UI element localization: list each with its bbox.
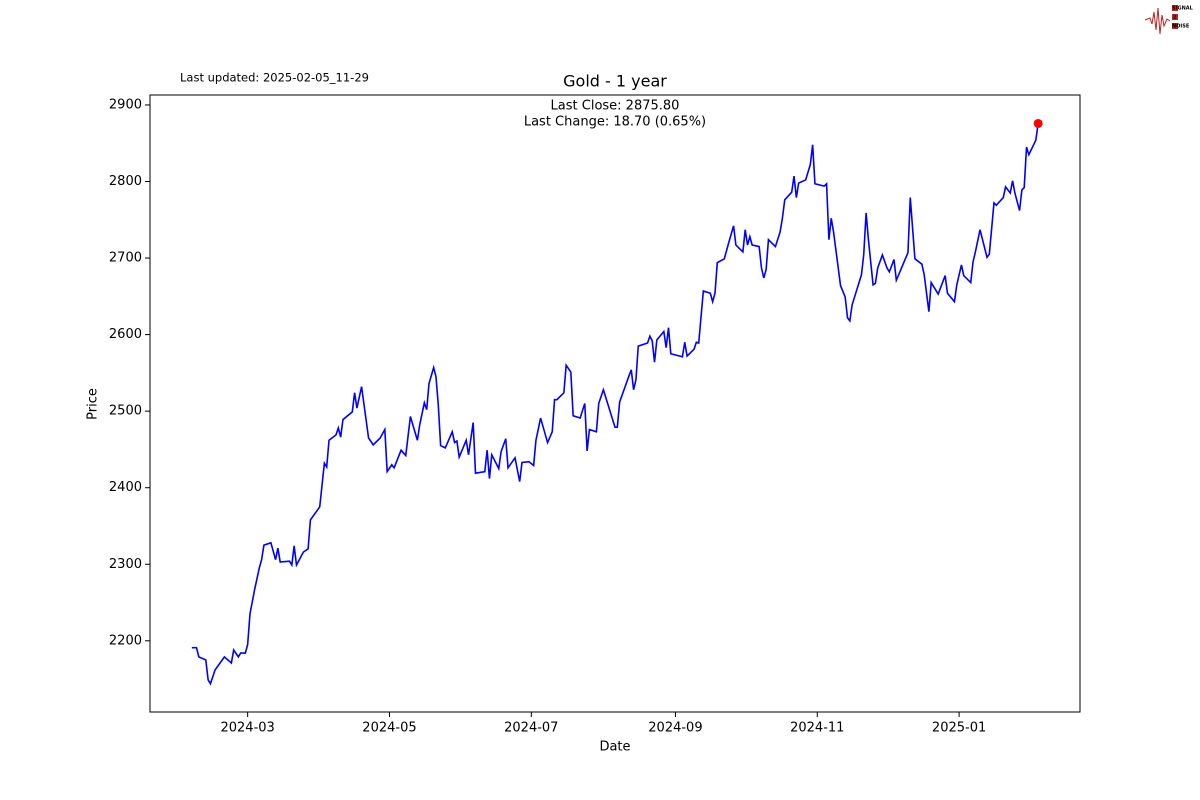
logo-box xyxy=(1172,5,1178,11)
x-tick-label: 2024-05 xyxy=(362,721,416,736)
y-tick-label: 2500 xyxy=(109,404,142,419)
y-tick-label: 2400 xyxy=(109,480,142,495)
logo-text: NOISE xyxy=(1172,24,1190,30)
y-tick-label: 2600 xyxy=(109,327,142,342)
plot-frame xyxy=(149,94,1081,713)
y-tick-label: 2800 xyxy=(109,174,142,189)
annotation: Last Close: 2875.80 xyxy=(551,99,680,114)
logo-box xyxy=(1172,23,1178,29)
y-tick-label: 2200 xyxy=(109,633,142,648)
x-tick-label: 2024-03 xyxy=(220,721,274,736)
x-tick-label: 2024-11 xyxy=(790,721,844,736)
x-tick-label: 2024-07 xyxy=(504,721,558,736)
last-updated: Last updated: 2025-02-05_11-29 xyxy=(180,71,369,85)
y-tick-label: 2300 xyxy=(109,557,142,572)
x-tick-label: 2025-01 xyxy=(932,721,986,736)
y-tick-label: 2700 xyxy=(109,251,142,266)
logo-text: SIGNAL xyxy=(1172,6,1194,12)
logo-box xyxy=(1172,14,1178,20)
last-close-marker xyxy=(1033,118,1043,128)
price-line xyxy=(191,123,1039,686)
x-axis-label: Date xyxy=(599,740,630,755)
y-tick-label: 2900 xyxy=(109,97,142,112)
annotation: Last Change: 18.70 (0.65%) xyxy=(524,115,706,130)
logo-wave xyxy=(1144,7,1171,35)
x-tick-label: 2024-09 xyxy=(648,721,702,736)
logo: SIGNAL 2 NOISE xyxy=(1144,5,1194,35)
chart-title: Gold - 1 year xyxy=(563,72,667,91)
y-axis-label: Price xyxy=(86,388,101,420)
logo-text: 2 xyxy=(1173,15,1177,21)
